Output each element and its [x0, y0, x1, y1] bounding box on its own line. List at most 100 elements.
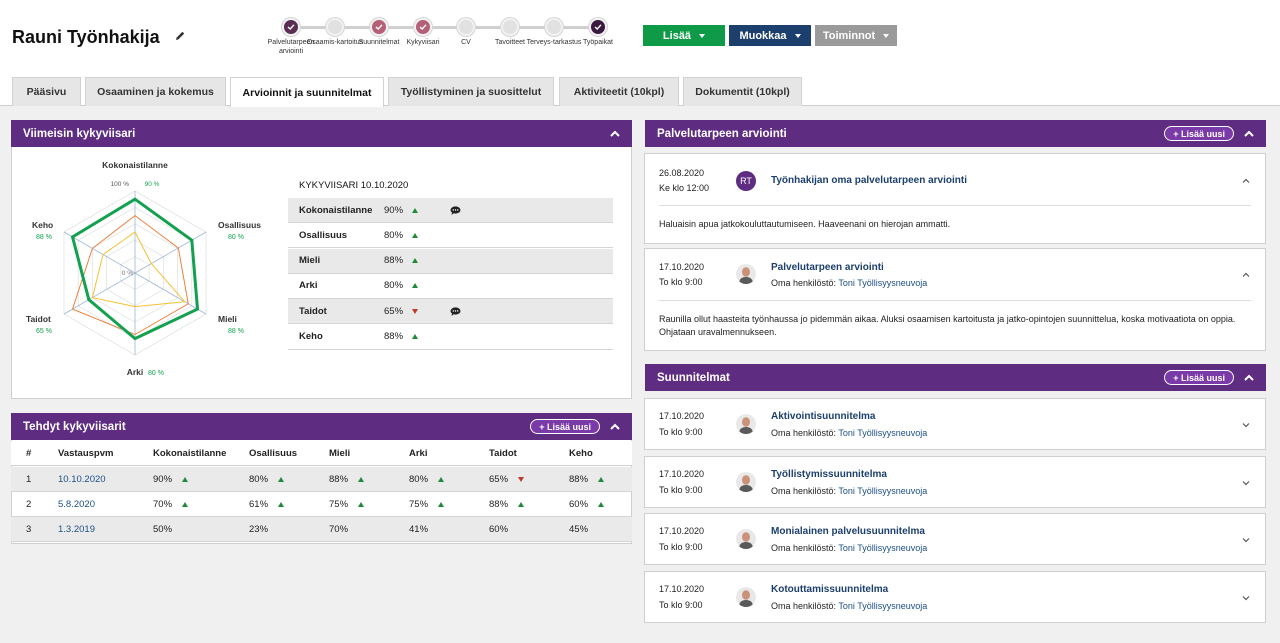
card-title[interactable]: Aktivointisuunnitelma: [771, 411, 876, 422]
add-new-button[interactable]: + Lisää uusi: [1164, 370, 1234, 385]
radar-axis-label: Kokonaistilanne: [102, 160, 168, 170]
divider: [659, 300, 1251, 301]
step-2[interactable]: Osaamis-kartoitus: [300, 18, 370, 47]
plan-card[interactable]: 17.10.2020 To klo 9:00 Aktivointisuunnitel…: [644, 398, 1266, 450]
step-4[interactable]: Kykyviisari: [388, 18, 458, 47]
add-button[interactable]: Lisää: [643, 25, 725, 46]
date-link[interactable]: 10.10.2020: [58, 474, 106, 485]
actions-button[interactable]: Toiminnot: [815, 25, 897, 46]
comment-icon[interactable]: [450, 206, 461, 215]
chevron-down-icon[interactable]: [1241, 420, 1251, 430]
radar-axis-label: Arki: [127, 367, 144, 377]
caret-down-icon: [883, 33, 890, 38]
chevron-up-icon[interactable]: [1241, 176, 1251, 186]
edit-pencil-icon[interactable]: [174, 30, 186, 42]
trend-up-icon: [182, 477, 189, 482]
avatar: [736, 471, 756, 492]
step-dot: [589, 18, 607, 36]
step-dot: [501, 18, 519, 36]
card-body: Raunilla ollut haasteita työnhaussa jo p…: [659, 314, 1236, 337]
radar-axis-label: Taidot: [26, 314, 51, 324]
radar-value-label: 88 %: [228, 328, 244, 335]
done-kykyviisarit-header: Tehdyt kykyviisarit + Lisää uusi: [11, 413, 632, 440]
tab-home[interactable]: Pääsivu: [12, 77, 81, 106]
comment-icon[interactable]: [450, 307, 461, 317]
chevron-up-icon[interactable]: [1241, 270, 1251, 280]
step-label: Terveys-tarkastus: [526, 39, 582, 46]
staff-link[interactable]: Toni Työllisyysneuvoja: [838, 485, 928, 496]
date-link[interactable]: 1.3.2019: [58, 524, 95, 535]
radar-value-label: 80 %: [228, 234, 244, 241]
step-label: Palvelutarpeen arviointi: [267, 39, 315, 55]
column-header: Taidot: [489, 448, 517, 459]
card-staff: Oma henkilöstö: Toni Työllisyysneuvoja: [771, 278, 928, 288]
value-cell: 90%: [153, 467, 189, 492]
chevron-down-icon[interactable]: [1241, 593, 1251, 603]
tab-skills[interactable]: Osaaminen ja kokemus: [85, 77, 226, 106]
step-1[interactable]: Palvelutarpeen arviointi: [256, 18, 326, 56]
plan-card[interactable]: 17.10.2020 To klo 9:00 Kotouttamissuunnite…: [644, 571, 1266, 624]
trend-up-icon: [412, 207, 418, 213]
chevron-down-icon[interactable]: [1241, 478, 1251, 488]
divider: [659, 205, 1251, 206]
table-row[interactable]: 1 10.10.2020 90% 80% 88% 80% 65% 88%: [11, 467, 632, 492]
date-link[interactable]: 5.8.2020: [58, 499, 95, 510]
staff-link[interactable]: Toni Työllisyysneuvoja: [838, 428, 928, 438]
card-date: 17.10.2020: [659, 411, 705, 421]
assessment-card[interactable]: 26.08.2020 Ke klo 12:00 RT Työnhakijan o…: [644, 153, 1266, 244]
radar-series-older: [91, 231, 186, 308]
radar-axis-label: Mieli: [218, 314, 237, 324]
value-cell: 61%: [249, 492, 285, 517]
staff-link[interactable]: Toni Työllisyysneuvoja: [838, 601, 928, 612]
plan-card[interactable]: 17.10.2020 To klo 9:00 Työllistymissuunnit…: [644, 455, 1266, 508]
value-cell: 60%: [569, 492, 605, 517]
add-new-button[interactable]: + Lisää uusi: [1164, 126, 1234, 141]
tab-employment[interactable]: Työllistyminen ja suosittelut: [388, 77, 554, 106]
avatar: [736, 414, 756, 434]
chevron-up-icon[interactable]: [610, 422, 620, 432]
add-new-button[interactable]: + Lisää uusi: [530, 419, 600, 434]
caret-down-icon: [699, 33, 706, 38]
chevron-down-icon[interactable]: [1241, 535, 1251, 545]
kykyviisari-row: Kokonaistilanne 90%: [288, 198, 613, 223]
staff-link[interactable]: Toni Työllisyysneuvoja: [838, 543, 928, 554]
step-8[interactable]: Työpaikat: [563, 18, 633, 47]
tab-activities[interactable]: Aktiviteetit (10kpl): [559, 77, 679, 106]
card-date: 17.10.2020: [659, 468, 705, 479]
plan-card[interactable]: 17.10.2020 To klo 9:00 Monialainen palvelu…: [644, 513, 1266, 566]
card-title[interactable]: Työnhakijan oma palvelutarpeen arviointi: [771, 175, 967, 186]
step-5[interactable]: CV: [431, 18, 501, 47]
card-title[interactable]: Kotouttamissuunnitelma: [771, 584, 889, 596]
value-cell: 75%: [329, 492, 365, 517]
table-row[interactable]: 3 1.3.2019 50% 23% 70% 41% 60% 45%: [11, 517, 632, 542]
card-time: To klo 9:00: [659, 427, 703, 437]
trend-up-icon: [412, 258, 418, 264]
chevron-up-icon[interactable]: [1244, 373, 1254, 383]
step-7[interactable]: Terveys-tarkastus: [519, 18, 589, 47]
trend-up-icon: [278, 502, 285, 507]
edit-button[interactable]: Muokkaa: [729, 25, 811, 46]
card-title[interactable]: Palvelutarpeen arviointi: [771, 262, 884, 273]
row-label: Keho: [299, 331, 323, 342]
radar-chart: Kokonaistilanne Osallisuus 80 % Mieli 88 % Ar…: [26, 160, 261, 377]
row-value: 80%: [384, 229, 404, 241]
step-3[interactable]: Suunnitelmat: [344, 18, 414, 47]
card-title[interactable]: Monialainen palvelusuunnitelma: [771, 526, 925, 538]
staff-link[interactable]: Toni Työllisyysneuvoja: [838, 278, 928, 288]
row-value: 88%: [384, 331, 404, 342]
card-title[interactable]: Työllistymissuunnitelma: [771, 468, 887, 480]
chevron-up-icon[interactable]: [610, 129, 620, 139]
chevron-up-icon[interactable]: [1244, 129, 1254, 139]
assessment-card[interactable]: 17.10.2020 To klo 9:00 Palvelutarpeen ar…: [644, 248, 1266, 351]
kykyviisari-row: Osallisuus 80%: [288, 223, 613, 249]
trend-down-icon: [412, 308, 418, 314]
check-icon: [594, 24, 602, 30]
tab-documents[interactable]: Dokumentit (10kpl): [683, 77, 802, 106]
check-icon: [287, 24, 295, 30]
tab-assessments[interactable]: Arvioinnit ja suunnitelmat: [230, 77, 384, 107]
table-row[interactable]: 2 5.8.2020 70% 61% 75% 75% 88% 60%: [11, 492, 632, 517]
radar-value-label: 65 %: [36, 328, 52, 335]
step-6[interactable]: Tavoitteet: [475, 18, 545, 47]
panel-title: Viimeisin kykyviisari: [23, 127, 136, 140]
value-cell: 80%: [409, 467, 445, 492]
